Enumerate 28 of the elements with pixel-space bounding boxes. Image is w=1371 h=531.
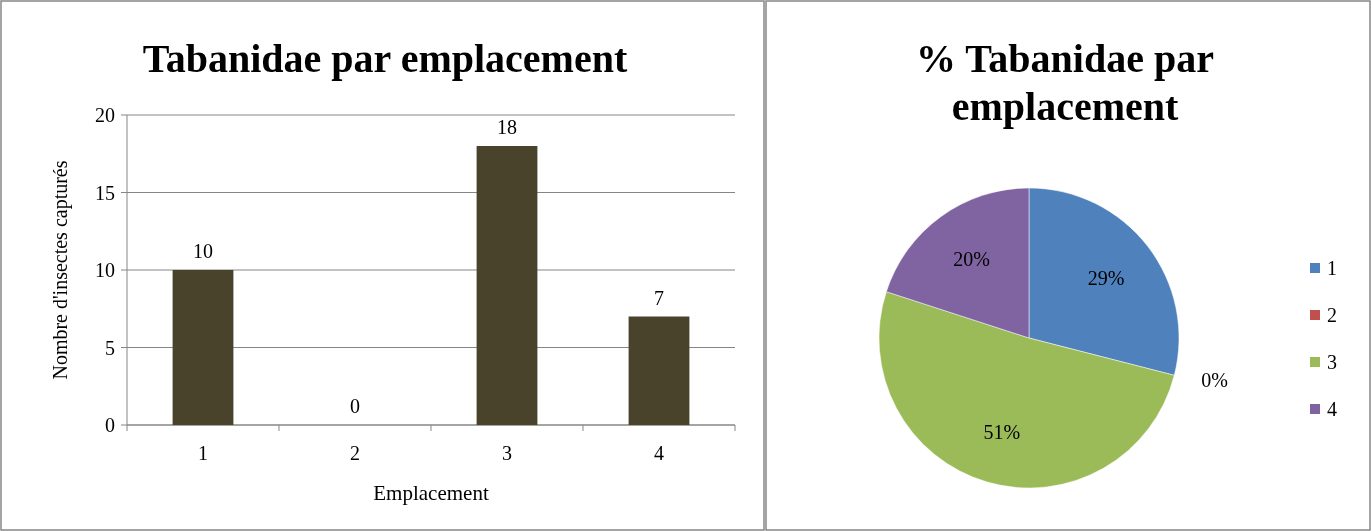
bar — [628, 316, 690, 425]
data-label: 10 — [193, 240, 213, 262]
text: 0% — [1201, 369, 1228, 392]
bar — [172, 270, 234, 425]
y-tick-label: 0 — [105, 414, 115, 436]
data-label: 0 — [350, 395, 360, 417]
bar — [476, 146, 538, 425]
legend-label: 1 — [1327, 257, 1337, 279]
data-label: 51% — [983, 420, 1021, 443]
data-label: 29% — [1087, 267, 1125, 290]
chart-title: Tabanidae par emplacement — [142, 36, 628, 81]
legend-label: 4 — [1327, 398, 1337, 420]
x-tick-label: 4 — [654, 442, 664, 464]
y-axis-title: Nombre d'insectes capturés — [49, 160, 72, 380]
x-tick-label: 2 — [350, 442, 360, 464]
y-tick-label: 15 — [95, 181, 115, 204]
y-tick-label: 5 — [105, 336, 115, 359]
x-tick-label: 1 — [198, 442, 208, 464]
data-label: 20% — [953, 248, 991, 271]
data-label: 7 — [654, 286, 664, 309]
legend-label: 2 — [1327, 304, 1337, 326]
data-label: 18 — [497, 116, 517, 138]
chart-title: % Tabanidae par emplacement — [916, 36, 1214, 129]
legend-label: 3 — [1327, 351, 1337, 373]
x-tick-label: 3 — [502, 442, 512, 464]
x-axis-title: Emplacement — [373, 481, 489, 505]
y-tick-label: 10 — [95, 259, 115, 281]
y-tick-label: 20 — [95, 104, 115, 126]
